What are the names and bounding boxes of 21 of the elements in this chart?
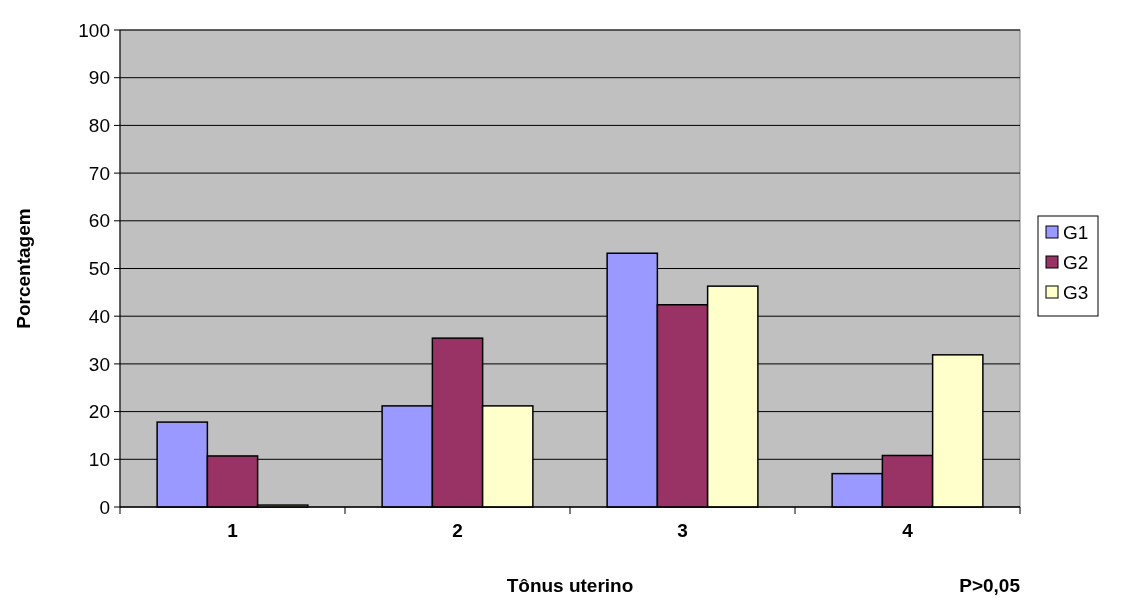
x-tick-label: 1	[227, 520, 239, 541]
x-tick-label: 3	[677, 520, 688, 541]
y-tick-label: 70	[88, 162, 110, 184]
text: P>0,05	[959, 575, 1021, 596]
y-tick-label: 50	[88, 258, 110, 280]
x-tick-label: 4	[902, 520, 914, 541]
y-axis-title: Porcentagem	[13, 208, 34, 329]
y-tick-label: 0	[99, 496, 110, 518]
legend-label: G2	[1063, 251, 1089, 273]
y-tick-label: 40	[88, 305, 110, 327]
y-tick-label: 80	[88, 115, 110, 137]
x-tick-label: 2	[452, 520, 463, 541]
legend-label: G1	[1063, 221, 1089, 243]
x-axis-title: Tônus uterino	[506, 575, 634, 596]
y-tick-label: 60	[88, 210, 110, 232]
y-tick-label: 30	[88, 353, 110, 375]
y-tick-label: 10	[88, 448, 110, 470]
legend-label: G3	[1063, 281, 1089, 303]
y-tick-label: 90	[88, 67, 110, 89]
y-tick-label: 100	[78, 19, 110, 41]
y-tick-label: 20	[88, 401, 110, 423]
